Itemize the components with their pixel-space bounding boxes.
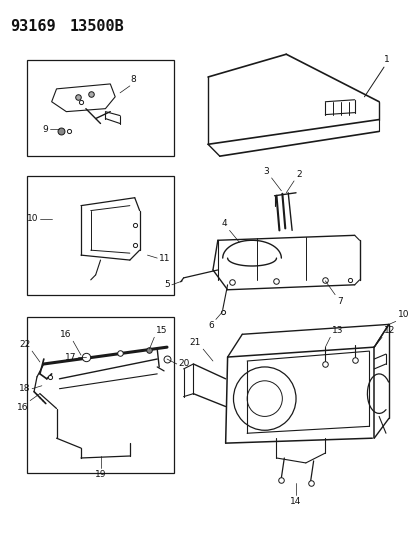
Text: 13: 13 (331, 326, 343, 335)
Text: 5: 5 (164, 280, 169, 289)
Text: 10: 10 (397, 310, 408, 319)
Text: 18: 18 (19, 384, 30, 393)
Text: 1: 1 (383, 55, 389, 64)
Text: 17: 17 (64, 352, 76, 361)
Text: 9: 9 (42, 125, 47, 134)
Text: 21: 21 (190, 338, 201, 347)
Text: 4: 4 (221, 220, 227, 229)
Text: 7: 7 (336, 297, 342, 306)
Text: 13500B: 13500B (69, 19, 124, 34)
Text: 10: 10 (26, 214, 38, 223)
Text: 16: 16 (17, 402, 28, 411)
Text: 14: 14 (290, 497, 301, 506)
Bar (27, 60, 173, 156)
Bar (27, 318, 173, 473)
Text: 16: 16 (59, 330, 71, 339)
Text: 19: 19 (95, 470, 106, 479)
Text: 3: 3 (262, 167, 268, 176)
Text: 11: 11 (159, 254, 170, 263)
Bar (27, 176, 173, 295)
Text: 8: 8 (131, 75, 136, 84)
Text: 12: 12 (383, 326, 394, 335)
Text: 20: 20 (178, 359, 190, 368)
Text: 6: 6 (208, 321, 214, 330)
Text: 22: 22 (19, 340, 30, 349)
Text: 93169: 93169 (11, 19, 56, 34)
Text: 15: 15 (156, 326, 167, 335)
Text: 2: 2 (295, 170, 301, 179)
